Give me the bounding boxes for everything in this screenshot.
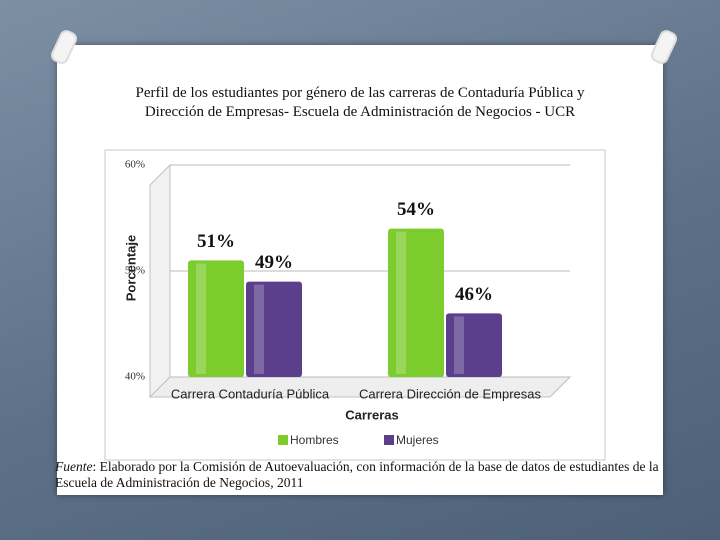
slide-title: Perfil de los estudiantes por género de … xyxy=(57,84,663,122)
y-axis-label: Porcentaje xyxy=(123,235,138,301)
title-line: Dirección de Empresas- Escuela de Admini… xyxy=(144,104,576,120)
legend-swatch xyxy=(278,435,288,445)
x-tick-label: Carrera Dirección de Empresas xyxy=(359,386,542,401)
bar xyxy=(446,313,502,377)
y-tick-label: 60% xyxy=(125,159,145,171)
bar-shine xyxy=(396,231,406,374)
data-label: 51% xyxy=(197,231,235,252)
source-note: Fuente: Elaborado por la Comisión de Aut… xyxy=(55,459,685,491)
legend-label: Hombres xyxy=(290,433,339,447)
y-tick-label: 50% xyxy=(125,265,145,277)
legend-swatch xyxy=(384,435,394,445)
y-tick-label: 40% xyxy=(125,371,145,383)
x-axis-label: Carreras xyxy=(345,407,399,422)
bar xyxy=(188,260,244,377)
bar xyxy=(388,228,444,377)
source-text: : Elaborado por la Comisión de Autoevalu… xyxy=(55,459,659,490)
data-label: 54% xyxy=(397,199,435,220)
title-line: Perfil de los estudiantes por género de … xyxy=(135,85,585,101)
legend-label: Mujeres xyxy=(396,433,439,447)
bar-shine xyxy=(254,284,264,374)
x-tick-label: Carrera Contaduría Pública xyxy=(171,386,330,401)
wall xyxy=(149,163,171,399)
bar xyxy=(246,281,302,377)
bar-shine xyxy=(454,316,464,374)
bar-shine xyxy=(196,263,206,374)
data-label: 49% xyxy=(255,252,293,273)
data-label: 46% xyxy=(455,284,493,305)
source-label: Fuente xyxy=(55,459,93,474)
